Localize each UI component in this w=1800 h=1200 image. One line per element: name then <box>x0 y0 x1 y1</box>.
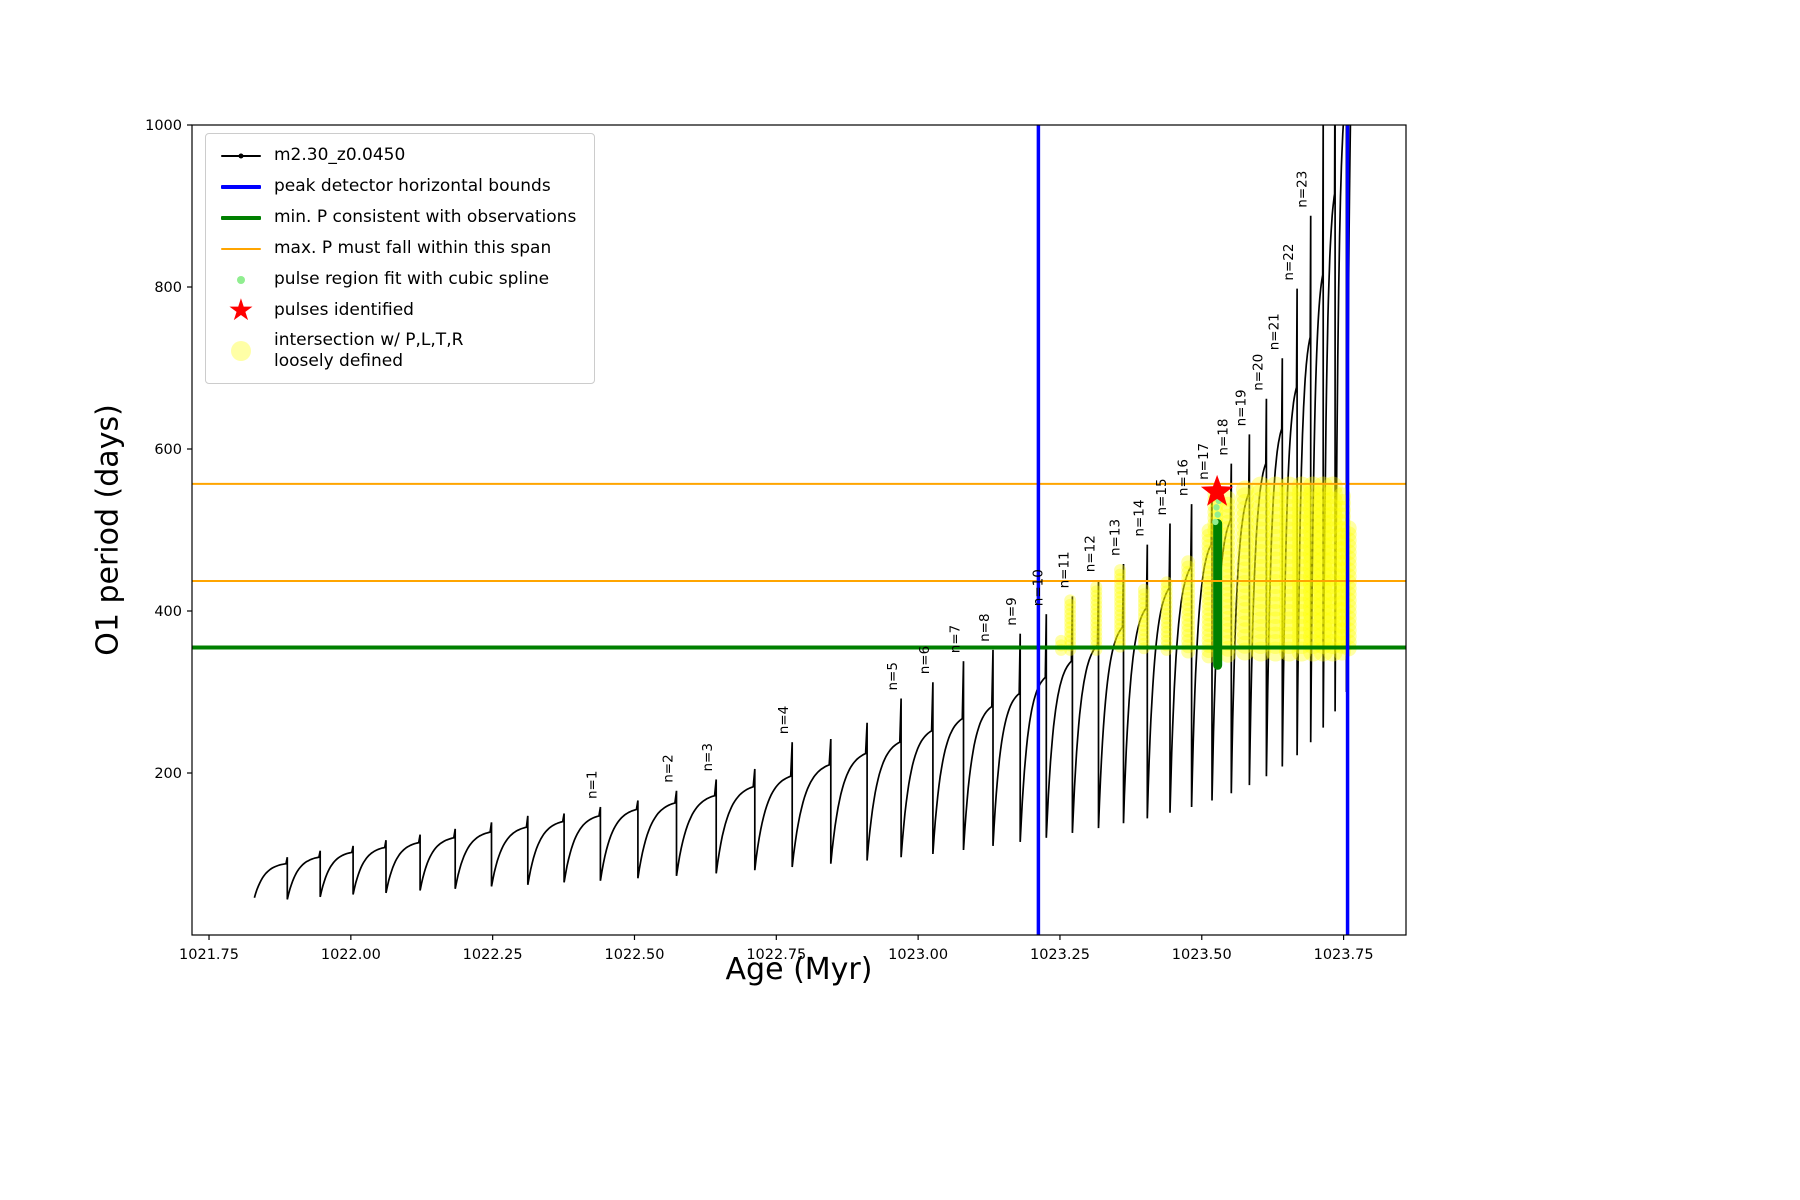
legend-marker-line-thick <box>218 185 264 189</box>
legend-marker-dot-small <box>218 276 264 284</box>
pulse-annotation: n=22 <box>1281 244 1297 281</box>
pulse-annotation: n=21 <box>1266 313 1282 350</box>
pulse-annotation: n=20 <box>1250 354 1266 391</box>
y-tick-label: 800 <box>154 280 182 296</box>
pulse-annotations: n=1 n=2 n=3 n=4 n=5 n=6 n=7 n=8 n=9 n=10 n=11 n=12 n… <box>584 171 1310 799</box>
legend-label: intersection w/ P,L,T,R loosely defined <box>274 330 464 372</box>
pulse-annotation: n=8 <box>977 613 993 641</box>
legend-item: intersection w/ P,L,T,R loosely defined <box>218 330 576 373</box>
legend-label: min. P consistent with observations <box>274 207 577 228</box>
pulse-identified-star <box>1200 474 1234 506</box>
legend-label: peak detector horizontal bounds <box>274 176 551 197</box>
y-tick-label: 600 <box>154 442 182 458</box>
x-tick-label: 1022.25 <box>463 947 523 963</box>
pulse-fit-group <box>1212 497 1223 670</box>
series-line-group <box>253 125 1352 900</box>
pulse-annotation: n=10 <box>1030 569 1046 606</box>
pulse-annotation: n=11 <box>1056 551 1072 588</box>
pulse-annotation: n=7 <box>948 625 964 653</box>
legend-item: min. P consistent with observations <box>218 206 576 230</box>
legend-label: pulse region fit with cubic spline <box>274 269 550 290</box>
x-tick-label: 1023.00 <box>888 947 948 963</box>
x-tick-label: 1023.75 <box>1314 947 1374 963</box>
pulse-annotation: n=18 <box>1215 419 1231 456</box>
legend-item: max. P must fall within this span <box>218 237 576 261</box>
pulse-annotation: n=13 <box>1108 519 1124 556</box>
legend-label: pulses identified <box>274 300 414 321</box>
legend-marker-line-thick <box>218 216 264 220</box>
pulse-annotation: n=14 <box>1131 500 1147 537</box>
legend-item: pulse region fit with cubic spline <box>218 268 576 292</box>
legend-label: max. P must fall within this span <box>274 238 552 259</box>
legend-item: ★ pulses identified <box>218 293 576 328</box>
pulse-annotation: n=9 <box>1004 597 1020 625</box>
x-tick-label: 1022.50 <box>605 947 665 963</box>
legend-marker-star: ★ <box>218 293 264 328</box>
x-tick-label: 1023.25 <box>1030 947 1090 963</box>
x-tick-label: 1023.50 <box>1172 947 1232 963</box>
y-tick-label: 1000 <box>145 118 182 134</box>
legend-item: peak detector horizontal bounds <box>218 175 576 199</box>
pulse-annotation: n=12 <box>1083 535 1099 572</box>
pulse-annotation: n=16 <box>1176 459 1192 496</box>
legend-marker-line <box>218 248 264 250</box>
plot-border <box>191 124 1407 936</box>
pulse-fit-dot <box>1213 504 1220 511</box>
y-axis-label: O1 period (days) <box>90 404 126 656</box>
star-icon: ★ <box>227 293 255 328</box>
pulse-annotation: n=5 <box>885 662 901 690</box>
pulse-fit-dot <box>1214 511 1221 518</box>
pulse-annotation: n=3 <box>700 743 716 771</box>
pulse-annotation: n=2 <box>661 754 677 782</box>
pulse-annotation: n=4 <box>776 706 792 734</box>
pulse-annotation: n=19 <box>1233 389 1249 426</box>
pulse-annotation: n=1 <box>584 771 600 799</box>
pulse-annotation: n=23 <box>1295 171 1311 208</box>
x-tick-label: 1022.75 <box>746 947 806 963</box>
pulse-fit-dot <box>1212 518 1219 526</box>
pulse-annotation: n=6 <box>917 646 933 674</box>
legend-marker-dot-large <box>218 341 264 362</box>
intersection-blobs <box>1055 476 1357 664</box>
legend-item: m2.30_z0.0450 <box>218 144 576 168</box>
y-tick-label: 200 <box>154 766 182 782</box>
legend-label: m2.30_z0.0450 <box>274 145 406 166</box>
y-tick-label: 400 <box>154 604 182 620</box>
series-line <box>253 125 1352 900</box>
pulse-annotation: n=17 <box>1196 443 1212 480</box>
x-tick-label: 1022.00 <box>321 947 381 963</box>
legend-marker-line-dot <box>218 153 264 159</box>
x-axis-label: Age (Myr) <box>725 952 873 987</box>
pulse-annotation: n=15 <box>1154 478 1170 515</box>
x-tick-label: 1021.75 <box>179 947 239 963</box>
